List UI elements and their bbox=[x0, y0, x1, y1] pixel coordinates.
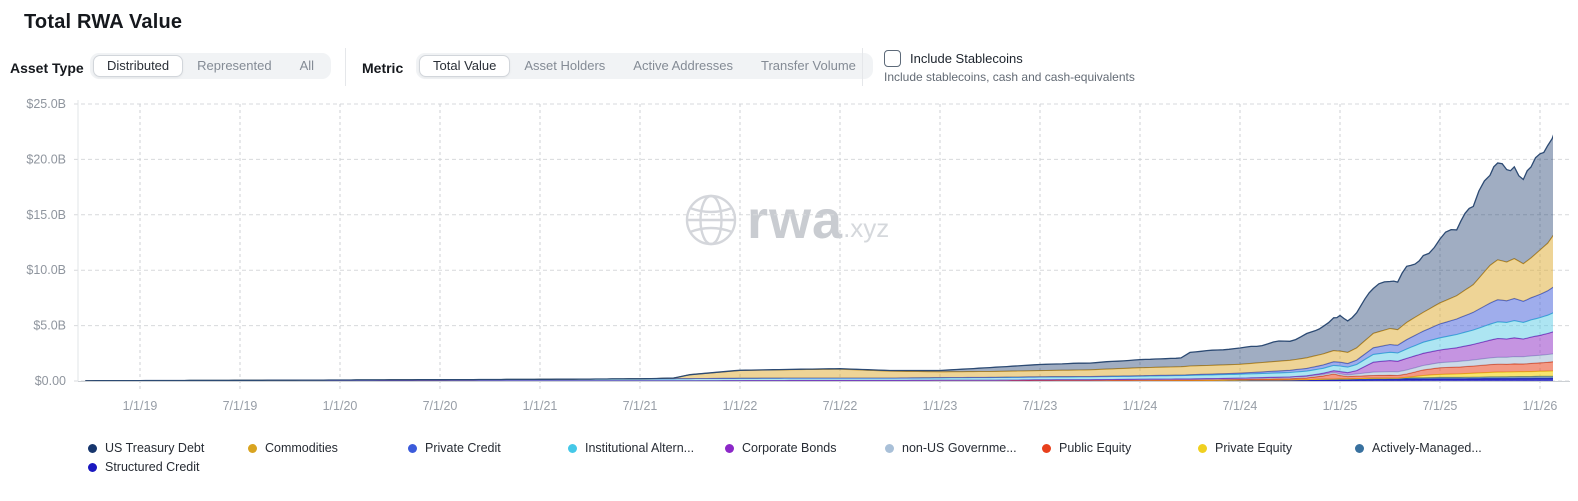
y-tick-label: $10.0B bbox=[26, 263, 66, 277]
controls-divider bbox=[345, 48, 346, 86]
area-commodities bbox=[85, 235, 1553, 381]
legend-label: Private Equity bbox=[1215, 441, 1293, 455]
x-tick-label: 7/1/23 bbox=[1023, 399, 1058, 413]
legend-item-non-us-governme-[interactable]: non-US Governme... bbox=[885, 440, 1017, 456]
legend-item-commodities[interactable]: Commodities bbox=[248, 440, 338, 456]
x-tick-label: 7/1/19 bbox=[223, 399, 258, 413]
legend-label: Public Equity bbox=[1059, 441, 1132, 455]
globe-icon bbox=[685, 194, 737, 246]
metric-label: Metric bbox=[362, 60, 404, 76]
x-tick-label: 7/1/20 bbox=[423, 399, 458, 413]
y-tick-label: $15.0B bbox=[26, 208, 66, 222]
y-tick-label: $5.0B bbox=[33, 319, 66, 333]
x-tick-label: 1/1/24 bbox=[1123, 399, 1158, 413]
legend-item-structured-credit[interactable]: Structured Credit bbox=[88, 459, 199, 475]
legend-item-institutional-altern-[interactable]: Institutional Altern... bbox=[568, 440, 694, 456]
x-tick-label: 7/1/25 bbox=[1423, 399, 1458, 413]
legend-item-corporate-bonds[interactable]: Corporate Bonds bbox=[725, 440, 837, 456]
page-title: Total RWA Value bbox=[24, 11, 183, 33]
total-rwa-value-chart[interactable]: $25.0B $20.0B $15.0B $10.0B $5.0B $0.00 1/1/19… bbox=[0, 0, 1578, 430]
legend-label: Commodities bbox=[265, 441, 338, 455]
y-tick-label: $25.0B bbox=[26, 97, 66, 111]
legend-dot bbox=[1198, 443, 1207, 453]
legend-dot bbox=[88, 462, 97, 472]
x-axis-labels: 1/1/19 7/1/19 1/1/20 7/1/20 1/1/21 7/1/21 1/1/… bbox=[123, 399, 1558, 413]
legend-label: Actively-Managed... bbox=[1372, 441, 1482, 455]
x-tick-label: 1/1/26 bbox=[1523, 399, 1558, 413]
metric-option-transfer-volume[interactable]: Transfer Volume bbox=[761, 58, 856, 73]
legend-item-private-credit[interactable]: Private Credit bbox=[408, 440, 501, 456]
legend-label: Private Credit bbox=[425, 441, 501, 455]
include-stablecoins-description: Include stablecoins, cash and cash-equiv… bbox=[884, 70, 1135, 84]
y-axis-labels: $25.0B $20.0B $15.0B $10.0B $5.0B $0.00 bbox=[26, 97, 66, 388]
legend-dot bbox=[725, 443, 734, 453]
legend-dot bbox=[408, 443, 417, 453]
legend-label: non-US Governme... bbox=[902, 441, 1017, 455]
metric-option-total-value[interactable]: Total Value bbox=[419, 55, 511, 77]
legend-dot bbox=[88, 443, 97, 453]
legend-item-actively-managed-[interactable]: Actively-Managed... bbox=[1355, 440, 1482, 456]
legend-item-us-treasury-debt[interactable]: US Treasury Debt bbox=[88, 440, 204, 456]
chart-controls: Asset Type Distributed Represented All Met… bbox=[0, 48, 1578, 88]
legend-label: US Treasury Debt bbox=[105, 441, 205, 455]
legend-dot bbox=[1042, 443, 1051, 453]
x-tick-label: 7/1/24 bbox=[1223, 399, 1258, 413]
asset-type-segmented-control: Distributed Represented All bbox=[90, 53, 332, 79]
rwa-xyz-watermark: rwa .xyz bbox=[683, 192, 889, 248]
include-stablecoins-label: Include Stablecoins bbox=[910, 51, 1023, 66]
controls-divider-2 bbox=[862, 48, 863, 86]
x-tick-label: 7/1/22 bbox=[823, 399, 858, 413]
legend-dot bbox=[248, 443, 257, 453]
legend-item-private-equity[interactable]: Private Equity bbox=[1198, 440, 1292, 456]
y-tick-label: $0.00 bbox=[35, 374, 66, 388]
metric-segmented-control: Total Value Asset Holders Active Addresses… bbox=[416, 53, 873, 79]
include-stablecoins-checkbox[interactable] bbox=[884, 50, 901, 67]
x-tick-label: 7/1/21 bbox=[623, 399, 658, 413]
asset-type-option-all[interactable]: All bbox=[299, 58, 315, 73]
x-tick-label: 1/1/22 bbox=[723, 399, 758, 413]
legend-label: Structured Credit bbox=[105, 460, 200, 474]
x-tick-label: 1/1/23 bbox=[923, 399, 958, 413]
legend-label: Institutional Altern... bbox=[585, 441, 695, 455]
asset-type-option-distributed[interactable]: Distributed bbox=[93, 55, 184, 77]
asset-type-option-represented[interactable]: Represented bbox=[197, 58, 272, 73]
line-us-treasury-debt bbox=[85, 134, 1553, 382]
y-tick-label: $20.0B bbox=[26, 152, 66, 166]
area-us-treasury-debt bbox=[85, 136, 1553, 381]
x-tick-label: 1/1/25 bbox=[1323, 399, 1358, 413]
metric-option-asset-holders[interactable]: Asset Holders bbox=[524, 58, 606, 73]
legend-label: Corporate Bonds bbox=[742, 441, 837, 455]
metric-option-active-addresses[interactable]: Active Addresses bbox=[633, 58, 733, 73]
asset-type-label: Asset Type bbox=[10, 60, 84, 76]
legend-item-public-equity[interactable]: Public Equity bbox=[1042, 440, 1131, 456]
x-tick-label: 1/1/21 bbox=[523, 399, 558, 413]
watermark-tld: .xyz bbox=[843, 213, 890, 243]
legend-dot bbox=[568, 443, 577, 453]
x-tick-label: 1/1/19 bbox=[123, 399, 158, 413]
area-structured-credit bbox=[85, 378, 1553, 381]
stacked-areas bbox=[85, 134, 1553, 382]
legend-dot bbox=[1355, 443, 1364, 453]
legend-dot bbox=[885, 443, 894, 453]
watermark-brand: rwa bbox=[747, 190, 844, 250]
x-tick-label: 1/1/20 bbox=[323, 399, 358, 413]
